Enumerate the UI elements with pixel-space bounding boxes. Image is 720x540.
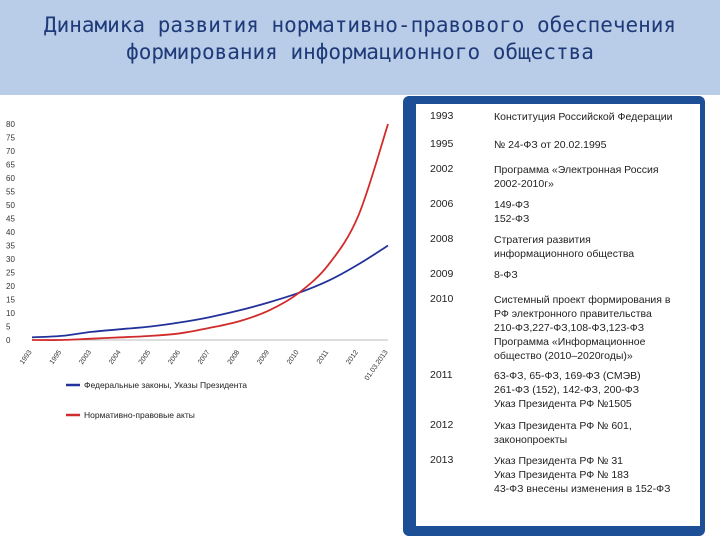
timeline-text-line: РФ электронного правительства xyxy=(494,308,652,320)
growth-chart: 0 5 10 15 20 25 30 35 40 45 50 55 60 65 70 75 80 1993 1995… xyxy=(6,120,390,420)
timeline-row: 1995 № 24-ФЗ от 20.02.1995 xyxy=(416,132,700,157)
timeline-text: Указ Президента РФ № 601, законопроекты xyxy=(480,413,700,448)
timeline-year: 2011 xyxy=(430,369,453,381)
x-tick-label: 2010 xyxy=(286,349,301,366)
timeline-text-line: 43-ФЗ внесены изменения в 152-ФЗ xyxy=(494,483,671,495)
timeline-text-line: Программа «Электронная Россия xyxy=(494,164,659,176)
series-line xyxy=(31,244,389,339)
timeline-text-line: № 24-ФЗ от 20.02.1995 xyxy=(494,139,607,151)
timeline-text: Конституция Российской Федерации xyxy=(480,104,700,132)
y-tick-label: 70 xyxy=(6,147,15,156)
y-tick-label: 25 xyxy=(6,269,15,278)
timeline-text: 63-ФЗ, 65-ФЗ, 169-ФЗ (СМЭВ) 261-ФЗ (152),… xyxy=(480,363,700,413)
timeline-text: Стратегия развития информационного общест… xyxy=(480,227,700,262)
y-tick-label: 5 xyxy=(6,323,11,332)
y-tick-label: 80 xyxy=(6,120,15,129)
y-tick-label: 0 xyxy=(6,336,11,345)
x-tick-label: 2004 xyxy=(108,349,123,366)
timeline-year: 2013 xyxy=(430,454,454,466)
timeline-text: Указ Президента РФ № 31 Указ Президента Р… xyxy=(480,448,700,498)
timeline-text-line: 210-ФЗ,227-ФЗ,108-ФЗ,123-ФЗ xyxy=(494,322,645,334)
timeline-text-line: общество (2010–2020годы)» xyxy=(494,350,633,362)
timeline-text-line: Указ Президента РФ №1505 xyxy=(494,398,632,410)
timeline-text-line: 2002-2010г» xyxy=(494,178,554,190)
timeline-text-line: 63-ФЗ, 65-ФЗ, 169-ФЗ (СМЭВ) xyxy=(494,370,641,382)
timeline-text: 149-ФЗ 152-ФЗ xyxy=(480,192,700,227)
y-tick-label: 30 xyxy=(6,255,15,264)
timeline-row: 2013 Указ Президента РФ № 31 Указ Президен… xyxy=(416,448,700,498)
timeline-text-line: Указ Президента РФ № 31 xyxy=(494,455,624,467)
page-title-line-1: Динамика развития нормативно-правового о… xyxy=(43,13,677,37)
x-tick-label: 2003 xyxy=(78,349,93,366)
timeline-text-line: Указ Президента РФ № 601, xyxy=(494,420,632,432)
legend-label: Федеральные законы, Указы Президента xyxy=(84,380,247,390)
timeline-text-line: Системный проект формирования в xyxy=(494,294,671,306)
timeline-row: 2008 Стратегия развития информационного об… xyxy=(416,227,700,262)
x-tick-label: 01.03.2013 xyxy=(364,349,390,382)
timeline-text-line: Указ Президента РФ № 183 xyxy=(494,469,629,481)
timeline-text: 8-ФЗ xyxy=(480,262,700,287)
legend-label: Нормативно-правовые акты xyxy=(84,410,195,420)
timeline-year: 1993 xyxy=(430,110,454,122)
y-tick-label: 65 xyxy=(6,161,15,170)
y-tick-label: 50 xyxy=(6,201,15,210)
timeline-row: 2002 Программа «Электронная Россия 2002-20… xyxy=(416,157,700,192)
y-tick-label: 15 xyxy=(6,296,15,305)
timeline-year: 1995 xyxy=(430,138,454,150)
x-tick-label: 2007 xyxy=(197,349,212,366)
timeline-text: Системный проект формирования в РФ электр… xyxy=(480,287,700,363)
x-tick-label: 2005 xyxy=(138,349,153,366)
timeline-text: Программа «Электронная Россия 2002-2010г» xyxy=(480,157,700,192)
y-tick-label: 75 xyxy=(6,134,15,143)
x-tick-label: 2008 xyxy=(227,349,242,366)
y-tick-label: 20 xyxy=(6,282,15,291)
timeline-year: 2008 xyxy=(430,233,454,245)
x-tick-label: 2009 xyxy=(256,349,271,366)
series-line xyxy=(31,123,389,341)
page-title-line-2: формирования информационного общества xyxy=(126,40,594,64)
timeline-row: 2010 Системный проект формирования в РФ эл… xyxy=(416,287,700,363)
y-tick-label: 35 xyxy=(6,242,15,251)
timeline-text-line: Стратегия развития xyxy=(494,234,591,246)
x-tick-label: 2006 xyxy=(167,349,182,366)
timeline-text-line: информационного общества xyxy=(494,248,635,260)
x-tick-label: 2011 xyxy=(316,349,330,365)
timeline-table-container: 1993 Конституция Российской Федерации 1995… xyxy=(416,104,700,526)
y-tick-label: 60 xyxy=(6,174,15,183)
timeline-text-line: законопроекты xyxy=(494,434,568,446)
timeline-text-line: Конституция Российской Федерации xyxy=(494,111,673,123)
y-tick-label: 45 xyxy=(6,215,15,224)
timeline-text-line: Программа «Информационное xyxy=(494,336,646,348)
timeline-row: 1993 Конституция Российской Федерации xyxy=(416,104,700,132)
y-tick-label: 40 xyxy=(6,228,15,237)
timeline-year: 2006 xyxy=(430,198,454,210)
header-bar: Динамика развития нормативно-правового о… xyxy=(0,0,720,95)
timeline-text: № 24-ФЗ от 20.02.1995 xyxy=(480,132,700,157)
timeline-row: 2006 149-ФЗ 152-ФЗ xyxy=(416,192,700,227)
timeline-text-line: 261-ФЗ (152), 142-ФЗ, 200-ФЗ xyxy=(494,384,640,396)
y-tick-label: 10 xyxy=(6,309,15,318)
timeline-year: 2009 xyxy=(430,268,454,280)
timeline-year: 2012 xyxy=(430,419,454,431)
x-tick-label: 1995 xyxy=(49,349,64,366)
timeline-year: 2002 xyxy=(430,163,454,175)
x-tick-label: 2012 xyxy=(345,349,360,366)
x-tick-label: 1993 xyxy=(19,349,34,366)
timeline-text-line: 149-ФЗ xyxy=(494,199,530,211)
timeline-row: 2012 Указ Президента РФ № 601, законопроек… xyxy=(416,413,700,448)
timeline-text-line: 8-ФЗ xyxy=(494,269,518,281)
timeline-year: 2010 xyxy=(430,293,454,305)
timeline-text-line: 152-ФЗ xyxy=(494,213,530,225)
y-tick-label: 55 xyxy=(6,188,15,197)
timeline-table: 1993 Конституция Российской Федерации 1995… xyxy=(416,104,700,498)
timeline-row: 2009 8-ФЗ xyxy=(416,262,700,287)
timeline-row: 2011 63-ФЗ, 65-ФЗ, 169-ФЗ (СМЭВ) 261-ФЗ (1… xyxy=(416,363,700,413)
